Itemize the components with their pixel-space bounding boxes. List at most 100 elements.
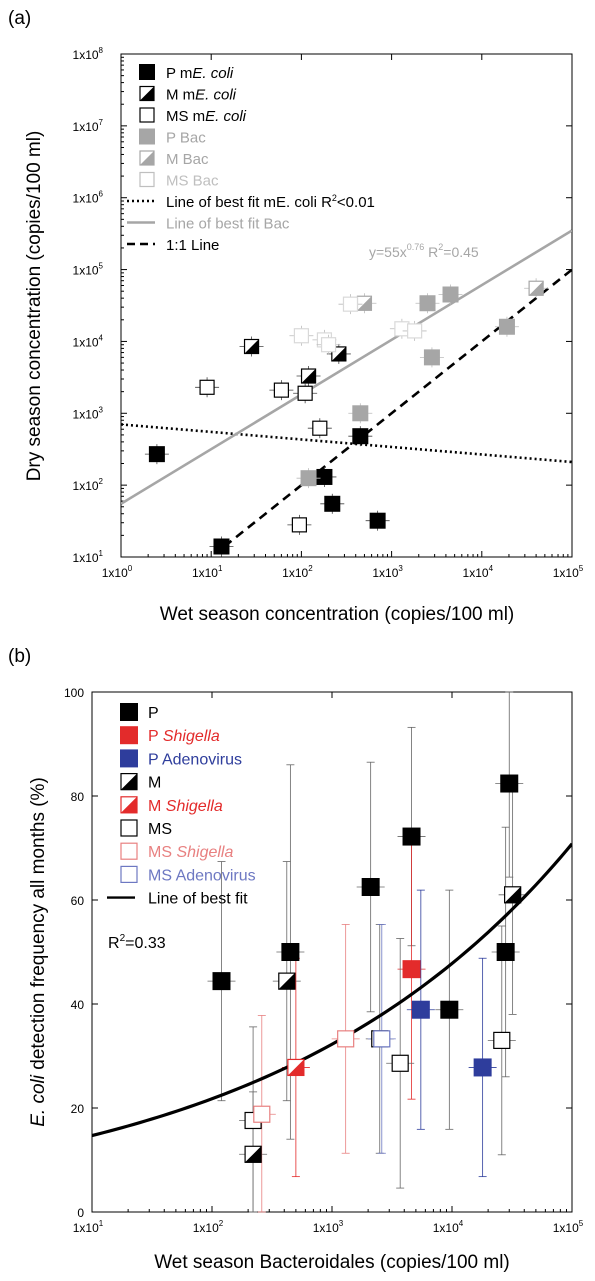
y-tick-label: 1x106	[73, 190, 104, 206]
x-tick-label: 1x105	[553, 564, 584, 580]
panel-b-r-squared: R2=0.33	[108, 933, 166, 952]
marker-fill	[356, 295, 372, 311]
x-tick-label: 1x101	[73, 1219, 104, 1235]
data-point	[213, 538, 230, 555]
legend-label: P Shigella	[148, 728, 220, 745]
data-point	[493, 1031, 511, 1050]
data-point	[473, 1058, 492, 1077]
data-point	[293, 328, 309, 344]
data-point	[528, 280, 544, 296]
panel-a-y-axis-label: Dry season concentration (copies/100 ml)	[24, 131, 45, 482]
fit-line	[121, 423, 572, 464]
data-point	[498, 318, 515, 335]
y-tick-label: 20	[71, 1102, 85, 1116]
data-point	[373, 1030, 391, 1048]
y-tick-label: 80	[71, 790, 85, 804]
panel-a-label: (a)	[8, 8, 31, 29]
panel-a-axes: 1x100 1x101 1x102 1x103 1x104 1x1051x1011x102…	[73, 46, 584, 580]
data-point	[352, 405, 369, 422]
panel-b: (b) 1x101 1x102 1x103 1x104 1x105 0 20 40 60 80 10…	[8, 646, 584, 1273]
panel-b-axes: 1x101 1x102 1x103 1x104 1x105 0 20 40 60 80 100	[64, 686, 584, 1235]
x-tick-label: 1x104	[463, 564, 494, 580]
legend-marker	[139, 85, 155, 102]
y-tick-label: 100	[64, 686, 84, 700]
data-point	[320, 337, 337, 353]
data-point	[287, 1058, 305, 1077]
legend-label: M Bac	[166, 151, 209, 168]
legend-label: MS	[148, 821, 172, 838]
data-point	[300, 470, 317, 487]
legend-marker	[120, 749, 138, 768]
marker-fill	[504, 886, 522, 904]
panel-a: (a) 1x100 1x101 1x102 1x103 1x104 1x1051x1011…	[8, 8, 584, 625]
panel-a-plot-frame	[120, 53, 573, 558]
data-point	[300, 368, 317, 384]
y-tick-label: 40	[71, 998, 85, 1012]
data-point	[442, 286, 459, 303]
legend-label: MS Bac	[166, 173, 219, 190]
y-tick-label: 1x107	[73, 118, 104, 134]
panel-b-legend: P P Shigella P Adenovirus M M Shigella MS MS S…	[107, 703, 256, 908]
y-tick-label: 1x104	[73, 333, 104, 349]
x-tick-label: 1x102	[282, 564, 313, 580]
legend-marker	[120, 842, 138, 860]
legend-label: 1:1 Line	[166, 237, 219, 254]
data-point	[281, 943, 300, 961]
legend-label: MS Shigella	[148, 844, 233, 861]
y-tick-label: 0	[77, 1206, 84, 1220]
panel-a-points	[144, 278, 549, 557]
data-point	[244, 1145, 262, 1163]
data-point	[273, 382, 289, 398]
legend-label: M mE. coli	[166, 87, 237, 104]
fit-curve	[92, 842, 572, 1138]
legend-marker	[139, 150, 155, 166]
data-point	[324, 495, 341, 512]
marker-fill	[244, 1145, 262, 1163]
data-point	[394, 321, 410, 337]
legend-label: Line of best fit mE. coli R2<0.01	[166, 193, 375, 211]
y-tick-label: 1x103	[73, 405, 104, 421]
data-point	[253, 1105, 271, 1123]
marker-fill	[301, 368, 317, 384]
legend-marker	[139, 128, 155, 145]
legend-label: M	[148, 775, 161, 792]
panel-a-fit-equation: y=55x0.76 R2=0.45	[369, 242, 479, 260]
marker-fill	[278, 972, 296, 990]
data-point	[342, 296, 359, 312]
y-tick-label: 1x102	[73, 477, 104, 493]
data-point	[411, 1000, 430, 1019]
data-point	[297, 385, 313, 401]
data-point	[148, 446, 165, 463]
legend-label: MS Adenovirus	[148, 867, 256, 884]
legend-label: MS mE. coli	[166, 108, 247, 125]
panel-a-x-axis-label: Wet season concentration (copies/100 ml)	[160, 604, 515, 625]
x-tick-label: 1x104	[433, 1219, 464, 1235]
panel-b-error-bars	[207, 691, 527, 1213]
legend-marker	[120, 703, 138, 721]
data-point	[369, 512, 386, 529]
legend-label: P mE. coli	[166, 65, 234, 82]
x-tick-label: 1x102	[193, 1219, 224, 1235]
x-tick-label: 1x100	[102, 564, 133, 580]
x-tick-label: 1x103	[372, 564, 403, 580]
panel-a-fit-lines	[121, 229, 572, 548]
legend-marker	[120, 865, 138, 884]
panel-b-fit-curve	[92, 842, 572, 1138]
legend-label: Line of best fit Bac	[166, 216, 290, 233]
data-point	[212, 972, 231, 991]
legend-marker	[120, 796, 138, 814]
marker-fill	[120, 773, 138, 791]
data-point	[352, 428, 369, 445]
data-point	[316, 468, 333, 485]
data-point	[361, 878, 380, 896]
panel-b-x-axis-label: Wet season Bacteroidales (copies/100 ml)	[154, 1252, 510, 1273]
marker-fill	[287, 1058, 305, 1076]
legend-label: Line of best fit	[148, 891, 248, 908]
data-point	[243, 338, 260, 355]
data-point	[337, 1030, 355, 1048]
legend-label: P	[148, 705, 159, 722]
panel-a-legend: P mE. coli M mE. coli MS mE. coli P Bac M Ba…	[127, 64, 375, 254]
data-point	[391, 1054, 409, 1072]
y-tick-label: 1x105	[73, 262, 104, 278]
data-point	[291, 517, 307, 533]
